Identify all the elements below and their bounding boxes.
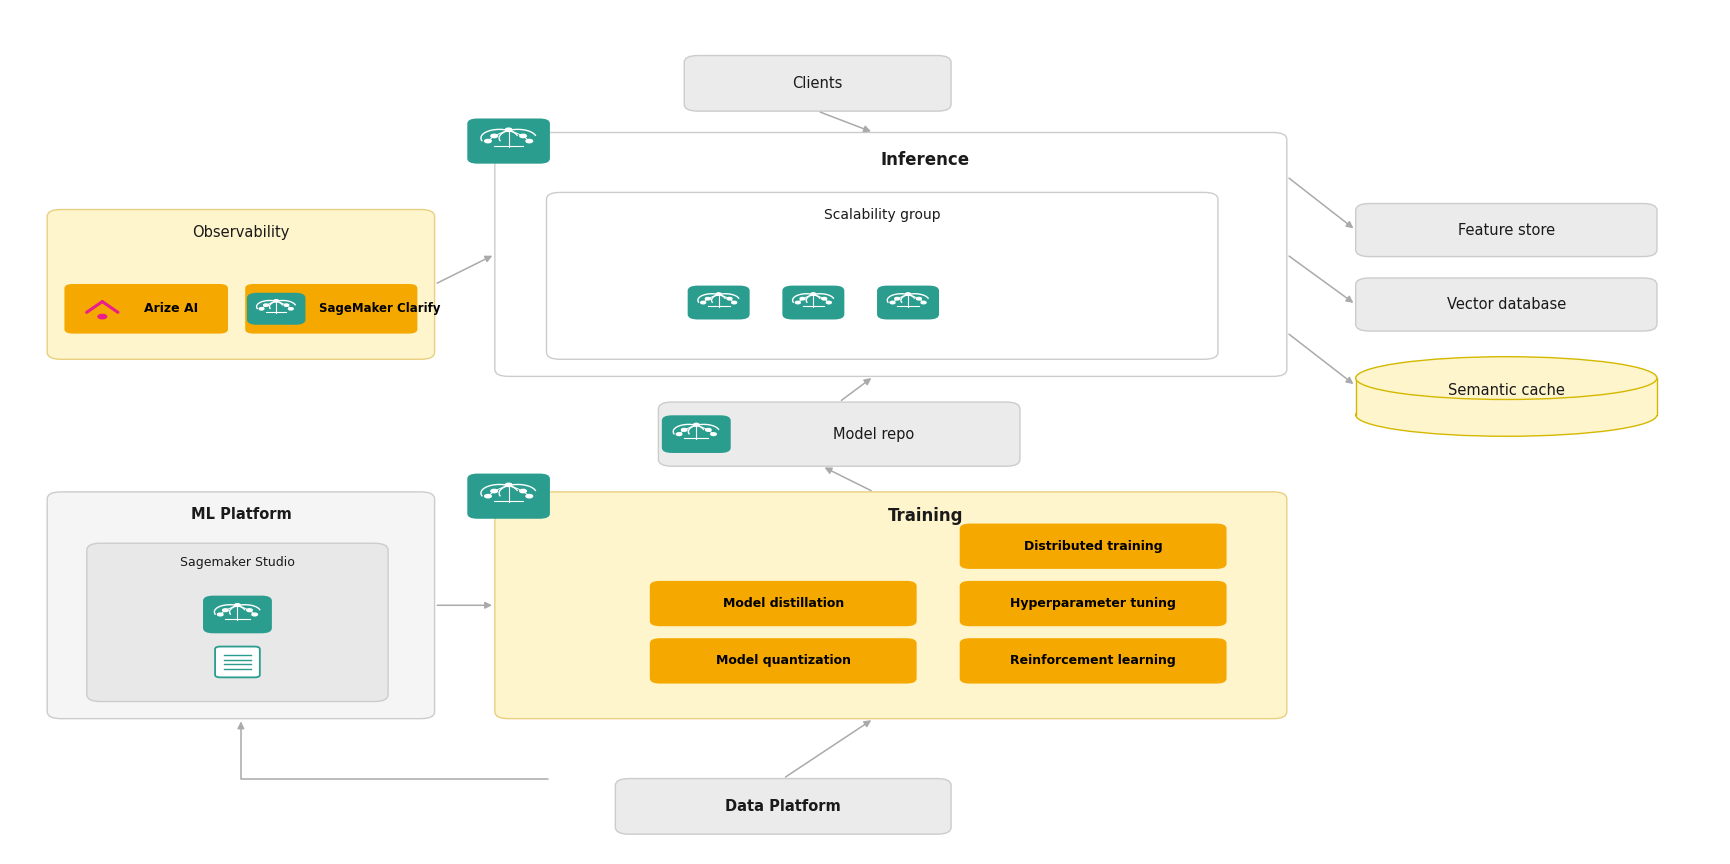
Text: Vector database: Vector database xyxy=(1446,297,1566,312)
Circle shape xyxy=(260,308,265,310)
Circle shape xyxy=(727,297,732,300)
Circle shape xyxy=(716,293,721,295)
Circle shape xyxy=(484,494,491,498)
FancyBboxPatch shape xyxy=(64,284,228,334)
FancyBboxPatch shape xyxy=(685,55,952,111)
Circle shape xyxy=(701,302,706,304)
Circle shape xyxy=(99,314,107,319)
Text: Feature store: Feature store xyxy=(1458,223,1555,238)
Circle shape xyxy=(289,308,292,310)
Circle shape xyxy=(732,302,737,304)
FancyBboxPatch shape xyxy=(650,638,917,683)
Text: Model repo: Model repo xyxy=(832,427,913,442)
Circle shape xyxy=(706,429,711,431)
Circle shape xyxy=(519,489,526,492)
Text: Data Platform: Data Platform xyxy=(725,799,841,814)
Circle shape xyxy=(284,304,289,307)
Text: SageMaker Clarify: SageMaker Clarify xyxy=(320,302,441,315)
Circle shape xyxy=(706,297,711,300)
Text: Observability: Observability xyxy=(192,225,289,240)
Ellipse shape xyxy=(1356,393,1657,436)
Circle shape xyxy=(917,297,922,300)
Circle shape xyxy=(822,297,827,300)
Text: Model quantization: Model quantization xyxy=(716,654,851,667)
Circle shape xyxy=(811,293,817,295)
FancyBboxPatch shape xyxy=(47,210,434,359)
FancyBboxPatch shape xyxy=(1356,204,1657,257)
FancyBboxPatch shape xyxy=(782,286,844,320)
FancyBboxPatch shape xyxy=(86,543,388,702)
FancyBboxPatch shape xyxy=(247,293,306,325)
Bar xyxy=(1356,378,1657,415)
Text: Distributed training: Distributed training xyxy=(1024,540,1163,553)
FancyBboxPatch shape xyxy=(202,595,272,633)
Circle shape xyxy=(694,423,699,426)
Circle shape xyxy=(711,433,716,435)
Text: Sagemaker Studio: Sagemaker Studio xyxy=(180,556,294,569)
FancyBboxPatch shape xyxy=(960,581,1227,626)
Circle shape xyxy=(682,429,687,431)
Circle shape xyxy=(218,613,223,616)
Circle shape xyxy=(894,297,900,300)
Circle shape xyxy=(676,433,682,435)
Circle shape xyxy=(505,128,512,131)
Text: Hyperparameter tuning: Hyperparameter tuning xyxy=(1010,597,1176,610)
Text: Reinforcement learning: Reinforcement learning xyxy=(1010,654,1176,667)
Circle shape xyxy=(526,494,533,498)
Circle shape xyxy=(273,300,279,302)
Circle shape xyxy=(827,302,832,304)
Text: Clients: Clients xyxy=(792,76,843,91)
FancyBboxPatch shape xyxy=(215,646,260,677)
Ellipse shape xyxy=(1356,357,1657,399)
Text: Inference: Inference xyxy=(881,151,971,169)
Circle shape xyxy=(247,609,253,612)
FancyBboxPatch shape xyxy=(467,473,550,518)
FancyBboxPatch shape xyxy=(467,118,550,163)
FancyBboxPatch shape xyxy=(1356,278,1657,331)
Text: Arize AI: Arize AI xyxy=(144,302,197,315)
Circle shape xyxy=(889,302,894,304)
FancyBboxPatch shape xyxy=(877,286,939,320)
FancyBboxPatch shape xyxy=(547,193,1218,359)
FancyBboxPatch shape xyxy=(495,132,1287,377)
Circle shape xyxy=(505,483,512,486)
FancyBboxPatch shape xyxy=(663,416,730,453)
Circle shape xyxy=(526,139,533,143)
Text: Scalability group: Scalability group xyxy=(823,208,941,222)
FancyBboxPatch shape xyxy=(960,638,1227,683)
Circle shape xyxy=(799,297,804,300)
Circle shape xyxy=(920,302,926,304)
Circle shape xyxy=(235,604,240,607)
FancyBboxPatch shape xyxy=(495,492,1287,719)
Circle shape xyxy=(491,489,498,492)
FancyBboxPatch shape xyxy=(650,581,917,626)
Circle shape xyxy=(484,139,491,143)
Text: Model distillation: Model distillation xyxy=(723,597,844,610)
FancyBboxPatch shape xyxy=(659,402,1021,467)
Circle shape xyxy=(796,302,801,304)
FancyBboxPatch shape xyxy=(960,524,1227,569)
Circle shape xyxy=(491,134,498,137)
FancyBboxPatch shape xyxy=(47,492,434,719)
FancyBboxPatch shape xyxy=(616,778,952,834)
FancyBboxPatch shape xyxy=(687,286,749,320)
Text: Training: Training xyxy=(887,507,964,525)
Text: ML Platform: ML Platform xyxy=(190,507,291,523)
Circle shape xyxy=(253,613,258,616)
Circle shape xyxy=(263,304,268,307)
Circle shape xyxy=(223,609,228,612)
Circle shape xyxy=(519,134,526,137)
Circle shape xyxy=(905,293,910,295)
Text: Semantic cache: Semantic cache xyxy=(1448,383,1564,397)
FancyBboxPatch shape xyxy=(246,284,417,334)
